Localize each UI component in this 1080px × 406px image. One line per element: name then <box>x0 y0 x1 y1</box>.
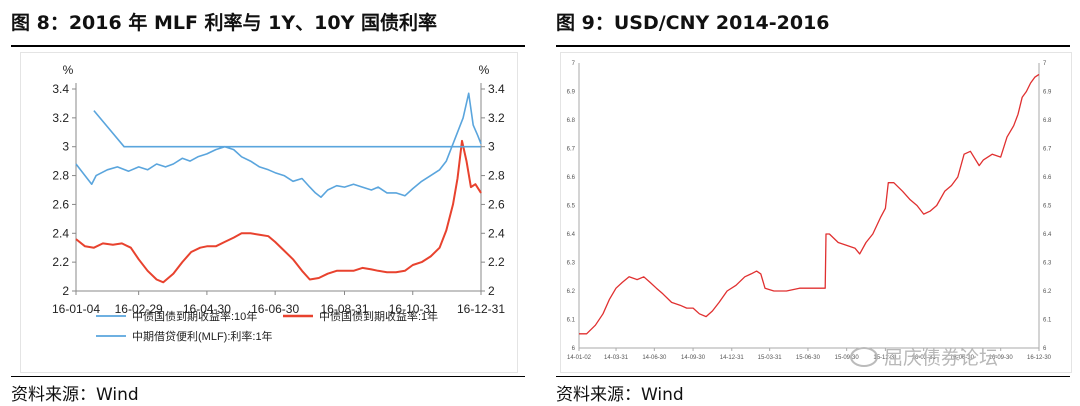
x-tick-label: 15-06-30 <box>796 355 821 361</box>
usdcny-chart: 6 6 6.1 6.1 6.2 6.2 6.3 6.3 6.4 6.4 6.5 6.5 6.6 6.6 6.… <box>567 61 1052 361</box>
x-tick-label: 16-04-30 <box>183 302 231 316</box>
y-tick-label-right: 7 <box>1043 61 1047 67</box>
y-tick-label-right: 3.4 <box>488 82 505 96</box>
y-tick-label-left: 6.9 <box>567 90 576 96</box>
x-tick-label: 14-01-02 <box>567 355 592 361</box>
right-title-rule <box>556 45 1070 47</box>
x-tick-label: 16-09-30 <box>989 355 1014 361</box>
wechat-icon <box>850 346 878 367</box>
y-tick-label-left: 3.2 <box>52 111 69 125</box>
y-tick-label-left: 6.6 <box>567 175 576 181</box>
ten-year-yield-line <box>75 92 482 198</box>
y-tick-label-left: 2.8 <box>52 169 69 183</box>
x-tick-label: 16-06-30 <box>251 302 299 316</box>
x-tick-label: 16-06-30 <box>950 355 975 361</box>
y-tick-label-left: 6.8 <box>567 118 576 124</box>
right-source-rule <box>556 376 1070 377</box>
y-tick-label-right: 2.4 <box>488 226 505 240</box>
usdcny-chart-panel: 6 6 6.1 6.1 6.2 6.2 6.3 6.3 6.4 6.4 6.5 6.5 6.6 6.6 6.… <box>560 52 1072 373</box>
y-tick-label-left: 6.3 <box>567 261 576 267</box>
y-tick-label-right: 3 <box>488 140 495 154</box>
y-tick-label-right: 2 <box>488 284 495 298</box>
y-tick-label-left: 6.1 <box>567 318 576 324</box>
y-tick-label-left: 6.2 <box>567 289 576 295</box>
y-tick-label-right: 2.6 <box>488 197 505 211</box>
x-tick-label: 15-12-31 <box>873 355 898 361</box>
x-tick-label: 16-12-30 <box>1027 355 1052 361</box>
y-tick-label-right: 6.4 <box>1043 232 1052 238</box>
x-tick-label: 16-10-31 <box>389 302 437 316</box>
x-tick-label: 16-08-31 <box>320 302 368 316</box>
y-tick-label-left: 2.6 <box>52 197 69 211</box>
x-tick-label: 16-01-04 <box>52 302 100 316</box>
legend-label: 中期借贷便利(MLF):利率:1年 <box>132 329 273 343</box>
y-tick-label-right: 2.2 <box>488 255 505 269</box>
y-tick-label-left: 2.2 <box>52 255 69 269</box>
legend-label: 中债国债到期收益率:10年 <box>132 309 257 323</box>
y-tick-label-left: 7 <box>572 61 576 67</box>
right-source: 资料来源：Wind <box>556 385 684 405</box>
y-tick-label-left: 6.7 <box>567 147 576 153</box>
x-tick-label: 14-09-30 <box>681 355 706 361</box>
left-title-rule <box>11 45 525 47</box>
y-unit-left: % <box>63 63 74 77</box>
left-source: 资料来源：Wind <box>11 385 139 405</box>
x-tick-label: 16-03-31 <box>912 355 937 361</box>
usdcny-line <box>579 73 1040 335</box>
y-unit-right: % <box>479 63 490 77</box>
y-tick-label-left: 6 <box>572 346 576 352</box>
legend-label: 中债国债到期收益率:1年 <box>319 309 438 323</box>
right-figure-title: 图 9：USD/CNY 2014-2016 <box>556 12 830 34</box>
mlf-yield-chart: % % 2 2 2.2 2.2 2.4 2.4 2.6 2.6 2.8 2.8 3 3 3.2 3.2 3.4 3… <box>52 63 505 343</box>
y-tick-label-right: 6.5 <box>1043 204 1052 210</box>
watermark: 屈庆债券论坛 <box>850 343 998 370</box>
x-tick-label: 14-12-31 <box>720 355 745 361</box>
y-tick-label-left: 3.4 <box>52 82 69 96</box>
y-tick-label-left: 2 <box>62 284 69 298</box>
y-tick-label-right: 2.8 <box>488 169 505 183</box>
left-source-rule <box>11 376 525 377</box>
y-tick-label-left: 6.5 <box>567 204 576 210</box>
y-tick-label-right: 6.6 <box>1043 175 1052 181</box>
x-tick-label: 15-03-31 <box>758 355 783 361</box>
watermark-text: 屈庆债券论坛 <box>884 347 999 369</box>
one-year-yield-line <box>75 139 482 284</box>
mlf-chart-panel: %% 2 2 2.2 2.2 2.4 2.4 2.6 2.6 2.8 2.8 3 3 3.2 3.2 3.4 3… <box>20 52 518 373</box>
x-tick-label: 15-09-30 <box>835 355 860 361</box>
left-figure-title: 图 8：2016 年 MLF 利率与 1Y、10Y 国债利率 <box>11 12 437 34</box>
y-tick-label-left: 6.4 <box>567 232 576 238</box>
x-tick-label: 16-12-31 <box>457 302 505 316</box>
y-tick-label-right: 6 <box>1043 346 1047 352</box>
x-tick-label: 14-03-31 <box>604 355 629 361</box>
y-tick-label-left: 2.4 <box>52 226 69 240</box>
y-tick-label-right: 6.8 <box>1043 118 1052 124</box>
y-tick-label-right: 6.2 <box>1043 289 1052 295</box>
mlf-rate-line <box>93 110 481 148</box>
y-tick-label-right: 3.2 <box>488 111 505 125</box>
x-tick-label: 16-02-29 <box>115 302 163 316</box>
y-tick-label-right: 6.3 <box>1043 261 1052 267</box>
y-tick-label-right: 6.9 <box>1043 90 1052 96</box>
y-tick-label-right: 6.7 <box>1043 147 1052 153</box>
y-tick-label-right: 6.1 <box>1043 318 1052 324</box>
y-tick-label-left: 3 <box>62 140 69 154</box>
x-tick-label: 14-06-30 <box>642 355 667 361</box>
